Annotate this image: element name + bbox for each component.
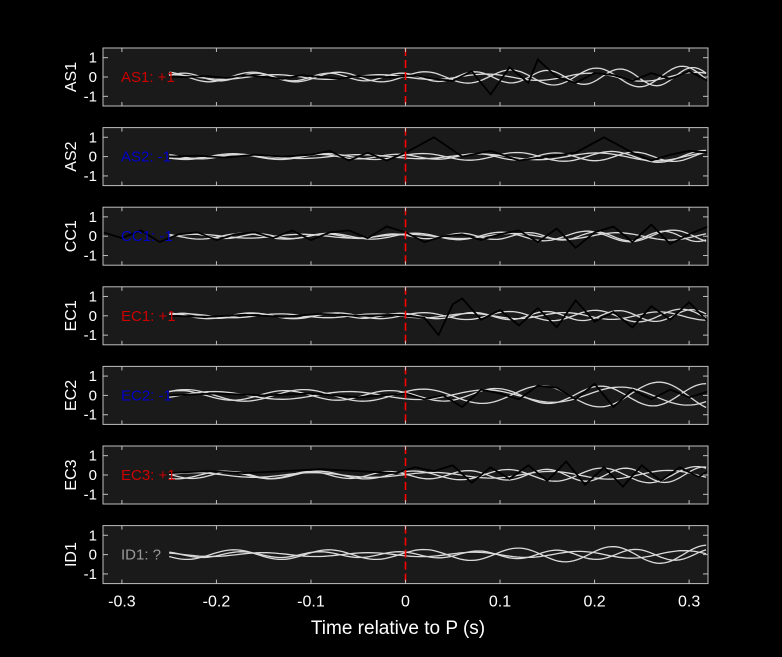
polarity-annotation: CC1: -1 xyxy=(121,228,173,245)
y-axis-label: AS2 xyxy=(63,141,80,171)
y-tick-label: 0 xyxy=(89,308,97,325)
trace-highlight xyxy=(169,58,709,96)
y-tick-label: 0 xyxy=(89,467,97,484)
panel-ec2: -1 0 1 EC2 EC2: -1 xyxy=(63,365,709,425)
y-axis-label: EC3 xyxy=(63,459,80,490)
x-axis-label: Time relative to P (s) xyxy=(311,618,485,639)
x-tick-label: 0.2 xyxy=(583,594,605,611)
trace-other-2 xyxy=(169,308,707,323)
x-tick-label: 0.3 xyxy=(678,594,700,611)
trace-other-3 xyxy=(169,549,707,559)
x-tick-label: -0.3 xyxy=(108,594,136,611)
trace-highlight xyxy=(169,136,709,162)
y-tick-label: -1 xyxy=(84,248,97,265)
trace-other-1 xyxy=(169,544,707,564)
y-tick-label: -1 xyxy=(84,407,97,424)
panels-group: -1 0 1 AS1 AS1: +1 -1 0 1 AS2 AS2: -1 -1 0 1 CC1 CC1: … xyxy=(63,47,709,585)
polarity-annotation: EC2: -1 xyxy=(121,387,172,404)
y-tick-label: -1 xyxy=(84,486,97,503)
panel-as2: -1 0 1 AS2 AS2: -1 xyxy=(63,127,709,187)
y-axis-label: CC1 xyxy=(63,220,80,252)
panel-ec1: -1 0 1 EC1 EC1: +1 xyxy=(63,286,709,346)
y-tick-label: 1 xyxy=(89,50,97,67)
y-tick-label: 0 xyxy=(89,228,97,245)
trace-other-2 xyxy=(169,151,707,163)
y-tick-label: 1 xyxy=(89,368,97,385)
trace-other-3 xyxy=(169,386,707,406)
y-axis-label: EC2 xyxy=(63,380,80,411)
x-tick-label: -0.1 xyxy=(297,594,325,611)
panel-cc1: -1 0 1 CC1 CC1: -1 xyxy=(63,206,709,266)
trace-other-3 xyxy=(169,232,707,241)
y-tick-label: -1 xyxy=(84,168,97,185)
polarity-annotation: ID1: ? xyxy=(121,547,161,564)
y-tick-label: 1 xyxy=(89,448,97,465)
y-tick-label: -1 xyxy=(84,566,97,583)
trace-other-3 xyxy=(169,469,707,480)
trace-other-2 xyxy=(169,548,707,561)
panel-id1: -1 0 1 ID1 ID1: ? xyxy=(63,525,709,585)
y-tick-label: 0 xyxy=(89,547,97,564)
x-tick-label: 0.1 xyxy=(489,594,511,611)
y-axis-label: EC1 xyxy=(63,300,80,331)
y-tick-label: -1 xyxy=(84,327,97,344)
y-tick-label: 0 xyxy=(89,149,97,166)
trace-highlight xyxy=(169,382,709,409)
x-axis: -0.3 -0.2 -0.1 0 0.1 0.2 0.3 xyxy=(108,594,700,611)
trace-other-1 xyxy=(169,381,707,409)
y-tick-label: 1 xyxy=(89,527,97,544)
y-tick-label: 1 xyxy=(89,209,97,226)
polarity-annotation: AS2: -1 xyxy=(121,149,171,166)
polarity-annotation: AS1: +1 xyxy=(121,69,175,86)
x-tick-label: -0.2 xyxy=(203,594,231,611)
y-axis-label: ID1 xyxy=(63,542,80,567)
panel-ec3: -1 0 1 EC3 EC3: +1 xyxy=(63,445,709,505)
trace-other-2 xyxy=(169,66,707,87)
polarity-annotation: EC1: +1 xyxy=(121,308,176,325)
y-tick-label: -1 xyxy=(84,88,97,105)
polarity-annotation: EC3: +1 xyxy=(121,467,176,484)
y-tick-label: 0 xyxy=(89,69,97,86)
trace-highlight xyxy=(169,297,709,337)
trace-highlight xyxy=(169,460,709,488)
y-tick-label: 1 xyxy=(89,129,97,146)
y-tick-label: 0 xyxy=(89,387,97,404)
y-tick-label: 1 xyxy=(89,288,97,305)
x-tick-label: 0 xyxy=(401,594,410,611)
trace-other-1 xyxy=(169,149,707,163)
y-axis-label: AS1 xyxy=(63,62,80,92)
panel-as1: -1 0 1 AS1 AS1: +1 xyxy=(63,47,709,107)
